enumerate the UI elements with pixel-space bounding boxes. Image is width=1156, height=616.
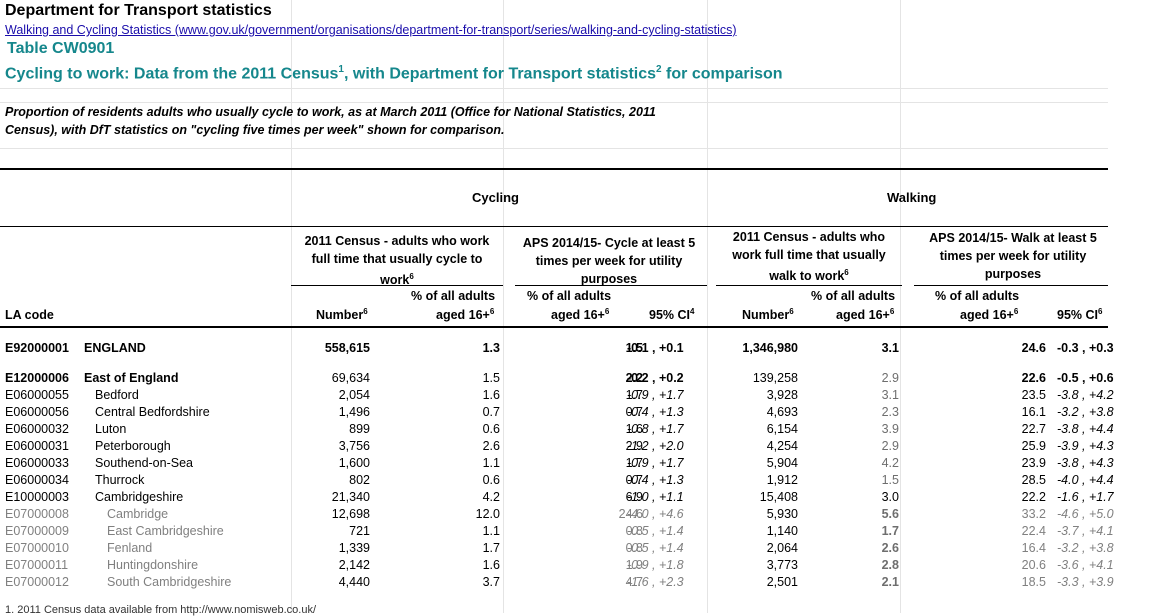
table-id: Table CW0901 bbox=[7, 40, 115, 57]
gridline bbox=[0, 88, 1108, 89]
table-row: E06000031 Peterborough 3,756 2.6 2.9 -1.2 ,… bbox=[5, 439, 1114, 453]
table-row: E07000011 Huntingdonshire 2,142 1.6 1.9 -0.… bbox=[5, 558, 1114, 572]
gridline bbox=[0, 148, 1108, 149]
divider bbox=[0, 326, 1108, 328]
col-pct: % of all adults bbox=[411, 289, 496, 303]
table-row: E07000010 Fenland 1,339 1.7 0.8 -0.5 , +1.4… bbox=[5, 541, 1114, 555]
table-row: E06000055 Bedford 2,054 1.6 1.7 -0.9 , +1.7… bbox=[5, 388, 1114, 402]
footnote: 1. 2011 Census data available from http:… bbox=[5, 604, 317, 616]
table-row: E12000006 East of England 69,634 1.5 2.2 -0… bbox=[5, 371, 1114, 385]
col-ci: 95% CI4 bbox=[649, 307, 695, 323]
col-walk-aps: APS 2014/15- Walk at least 5 times per w… bbox=[929, 231, 1097, 281]
col-walk-pct: % of all adults bbox=[811, 289, 896, 303]
gridline bbox=[707, 0, 708, 613]
col-cycle-aps: APS 2014/15- Cycle at least 5 times per … bbox=[522, 236, 696, 286]
gridline bbox=[0, 102, 1108, 103]
col-walk-census: 2011 Census - adults who work full time … bbox=[732, 230, 886, 284]
table-row: E07000009 East Cambridgeshire 721 1.1 0.8-… bbox=[5, 524, 1114, 538]
section-walking: Walking bbox=[887, 190, 937, 205]
divider bbox=[515, 285, 707, 286]
divider bbox=[0, 226, 1108, 227]
col-number: Number6 bbox=[316, 307, 368, 323]
table-row: E07000008 Cambridge 12,698 12.0 24.6 -4.0 ,… bbox=[5, 507, 1114, 521]
table-row: E06000033 Southend-on-Sea 1,600 1.1 1.7 -0.… bbox=[5, 456, 1114, 470]
col-aps-pct: % of all adults bbox=[527, 289, 612, 303]
series-link[interactable]: Walking and Cycling Statistics (www.gov.… bbox=[5, 23, 737, 37]
table-row: E07000012 South Cambridgeshire 4,440 3.7 4… bbox=[5, 575, 1114, 589]
gridline bbox=[291, 0, 292, 613]
col-walk-pct-aged: aged 16+6 bbox=[836, 307, 895, 323]
col-la-code: LA code bbox=[5, 308, 54, 322]
col-walk-number: Number6 bbox=[742, 307, 794, 323]
gridline bbox=[503, 0, 504, 613]
col-aps-pct-aged: aged 16+6 bbox=[551, 307, 610, 323]
table-row: E06000032 Luton 899 0.6 1.6 -0.8 , +1.7 6,1… bbox=[5, 422, 1114, 436]
col-cycle-census: 2011 Census - adults who work full time … bbox=[304, 234, 490, 288]
table-subtitle: Cycling to work: Data from the 2011 Cens… bbox=[5, 64, 783, 83]
table-row: E92000001 ENGLAND 558,615 1.3 1.5 -0.1 , +0… bbox=[5, 341, 1114, 355]
gridline bbox=[900, 0, 901, 613]
page-title: Department for Transport statistics bbox=[5, 2, 272, 19]
col-walk-aps-pct: % of all adults bbox=[935, 289, 1020, 303]
divider bbox=[291, 285, 503, 286]
col-pct-aged: aged 16+6 bbox=[436, 307, 495, 323]
table-row: E06000034 Thurrock 802 0.6 0.7 -0.4 , +1.3 … bbox=[5, 473, 1114, 487]
section-cycling: Cycling bbox=[472, 190, 519, 205]
table-row: E10000003 Cambridgeshire 21,340 4.2 6.9 -1.… bbox=[5, 490, 1114, 504]
divider bbox=[914, 285, 1108, 286]
table-row: E06000056 Central Bedfordshire 1,496 0.7 0… bbox=[5, 405, 1114, 419]
divider bbox=[716, 285, 902, 286]
col-walk-aps-pct-aged: aged 16+6 bbox=[960, 307, 1019, 323]
divider bbox=[0, 168, 1108, 170]
table-description: Proportion of residents adults who usual… bbox=[5, 105, 656, 137]
col-walk-ci: 95% CI6 bbox=[1057, 307, 1103, 323]
